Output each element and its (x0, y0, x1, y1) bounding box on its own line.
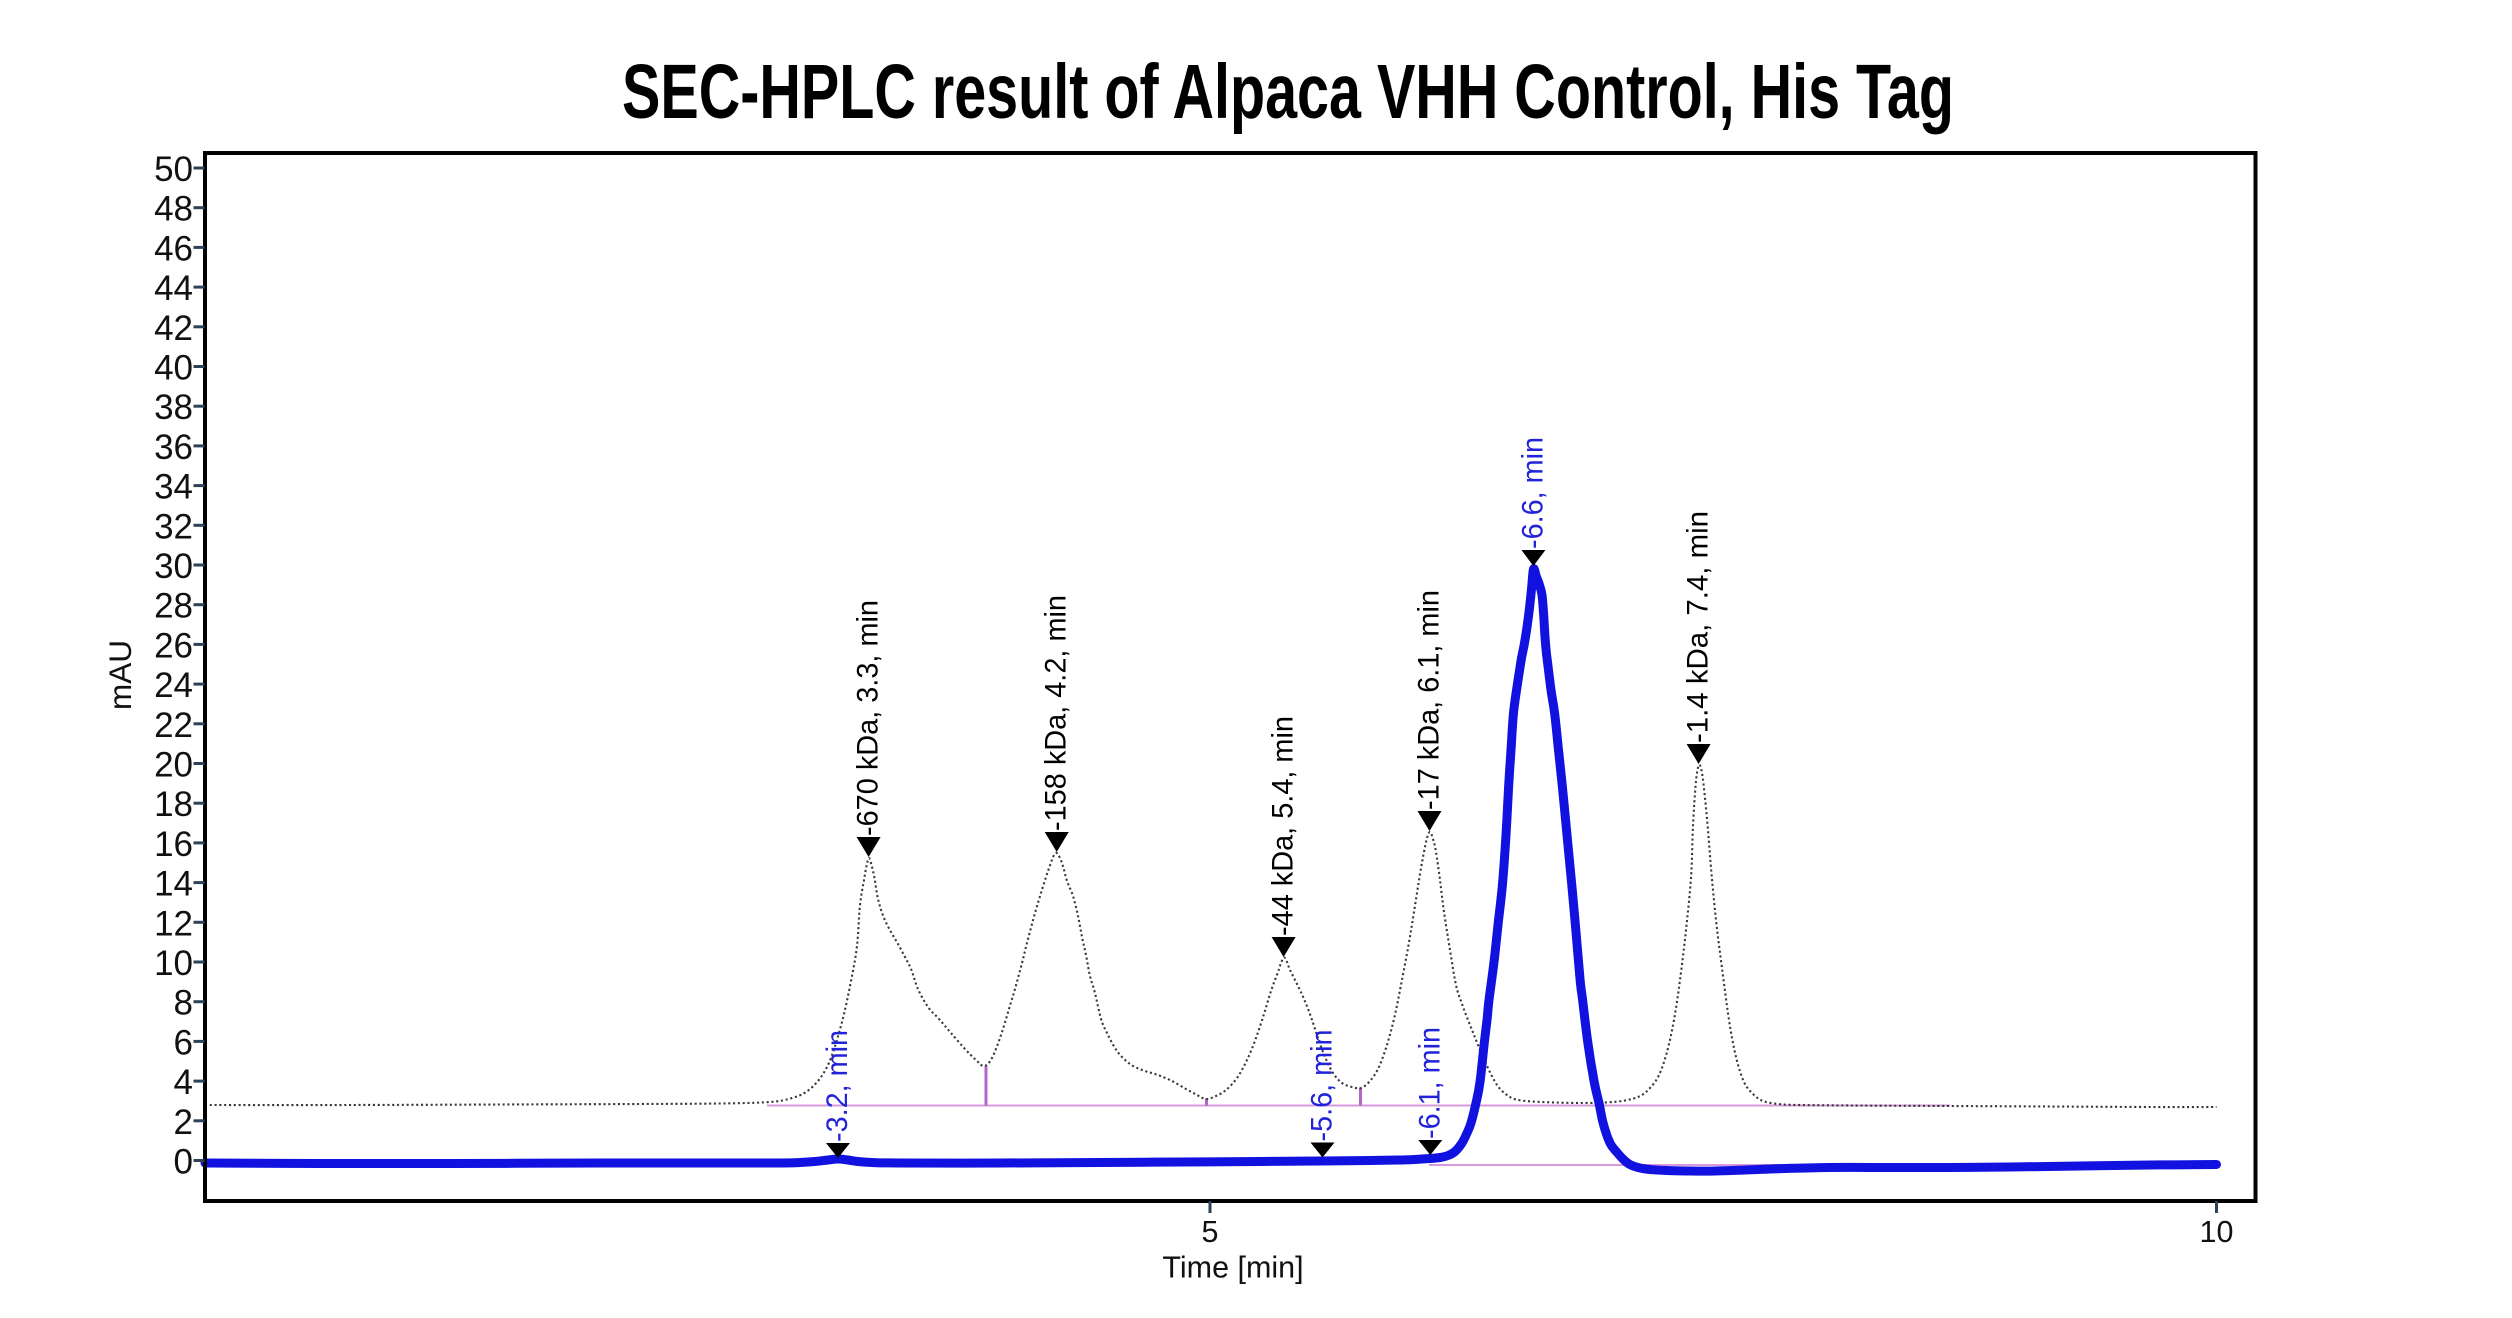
svg-text:30: 30 (154, 547, 193, 586)
svg-text:10: 10 (2200, 1215, 2234, 1249)
svg-text:28: 28 (154, 587, 193, 626)
svg-text:34: 34 (154, 468, 193, 507)
svg-text:Time [min]: Time [min] (1162, 1251, 1303, 1285)
svg-text:16: 16 (154, 825, 193, 864)
svg-text:36: 36 (154, 428, 193, 467)
svg-text:18: 18 (154, 785, 193, 824)
svg-text:46: 46 (154, 229, 193, 268)
svg-text:32: 32 (154, 507, 193, 546)
svg-text:2: 2 (174, 1103, 193, 1142)
svg-text:-44 kDa, 5.4, min: -44 kDa, 5.4, min (1267, 716, 1300, 936)
svg-text:0: 0 (174, 1143, 193, 1182)
svg-text:48: 48 (154, 190, 193, 229)
svg-text:44: 44 (154, 269, 193, 308)
svg-text:42: 42 (154, 309, 193, 348)
svg-text:-670 kDa, 3.3, min: -670 kDa, 3.3, min (852, 600, 885, 836)
svg-text:20: 20 (154, 746, 193, 785)
svg-text:SEC-HPLC result of Alpaca VHH: SEC-HPLC result of Alpaca VHH Control, H… (622, 49, 1954, 135)
svg-text:38: 38 (154, 388, 193, 427)
svg-text:24: 24 (154, 666, 193, 705)
svg-text:-5.6, min: -5.6, min (1306, 1030, 1339, 1142)
svg-text:-6.1, min: -6.1, min (1413, 1027, 1446, 1139)
svg-text:-17 kDa, 6.1, min: -17 kDa, 6.1, min (1413, 590, 1446, 810)
svg-text:mAU: mAU (102, 640, 138, 710)
svg-text:4: 4 (174, 1063, 193, 1102)
svg-text:5: 5 (1202, 1215, 1219, 1249)
svg-text:6: 6 (174, 1023, 193, 1062)
svg-text:40: 40 (154, 349, 193, 388)
svg-text:12: 12 (154, 904, 193, 943)
svg-text:8: 8 (174, 984, 193, 1023)
svg-text:26: 26 (154, 626, 193, 665)
svg-text:-1.4 kDa, 7.4, min: -1.4 kDa, 7.4, min (1682, 511, 1715, 743)
svg-text:50: 50 (154, 150, 193, 189)
svg-text:-3.2, min: -3.2, min (821, 1030, 854, 1142)
svg-text:-6.6, min: -6.6, min (1516, 437, 1549, 549)
svg-text:14: 14 (154, 865, 193, 904)
svg-text:10: 10 (154, 944, 193, 983)
svg-text:22: 22 (154, 706, 193, 745)
svg-text:-158 kDa, 4.2, min: -158 kDa, 4.2, min (1040, 595, 1073, 831)
